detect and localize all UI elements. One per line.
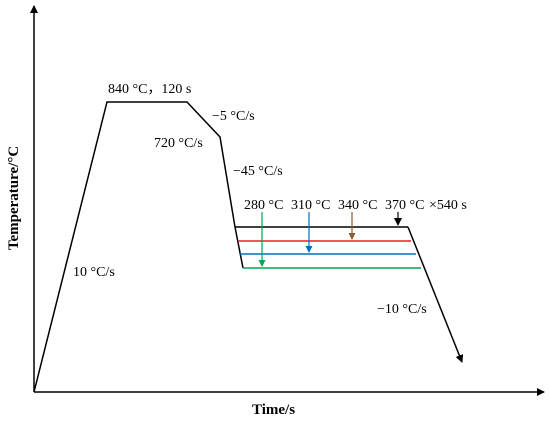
final-cool-rate-label: −10 °C/s xyxy=(377,302,427,317)
final-cooling-line xyxy=(407,226,464,363)
partition-temp-310: 310 °C xyxy=(291,198,330,213)
partition-temp-280: 280 °C xyxy=(244,198,283,213)
heat-rate-label: 10 °C/s xyxy=(73,265,115,280)
intermediate-temp-label: 720 °C/s xyxy=(154,136,203,151)
cool-rate-2-label: −45 °C/s xyxy=(233,164,283,179)
partition-temp-370: 370 °C xyxy=(385,198,424,213)
y-axis-title: Temperature/°C xyxy=(6,146,22,250)
partition-time-label: ×540 s xyxy=(429,198,467,213)
quench-line-280 xyxy=(234,226,244,269)
partition-temp-340: 340 °C xyxy=(338,198,377,213)
holding-label: 840 °C，120 s xyxy=(108,82,191,97)
heating-holding-segment xyxy=(33,101,236,393)
cool-rate-1-label: −5 °C/s xyxy=(212,109,255,124)
x-axis-title: Time/s xyxy=(252,402,295,418)
